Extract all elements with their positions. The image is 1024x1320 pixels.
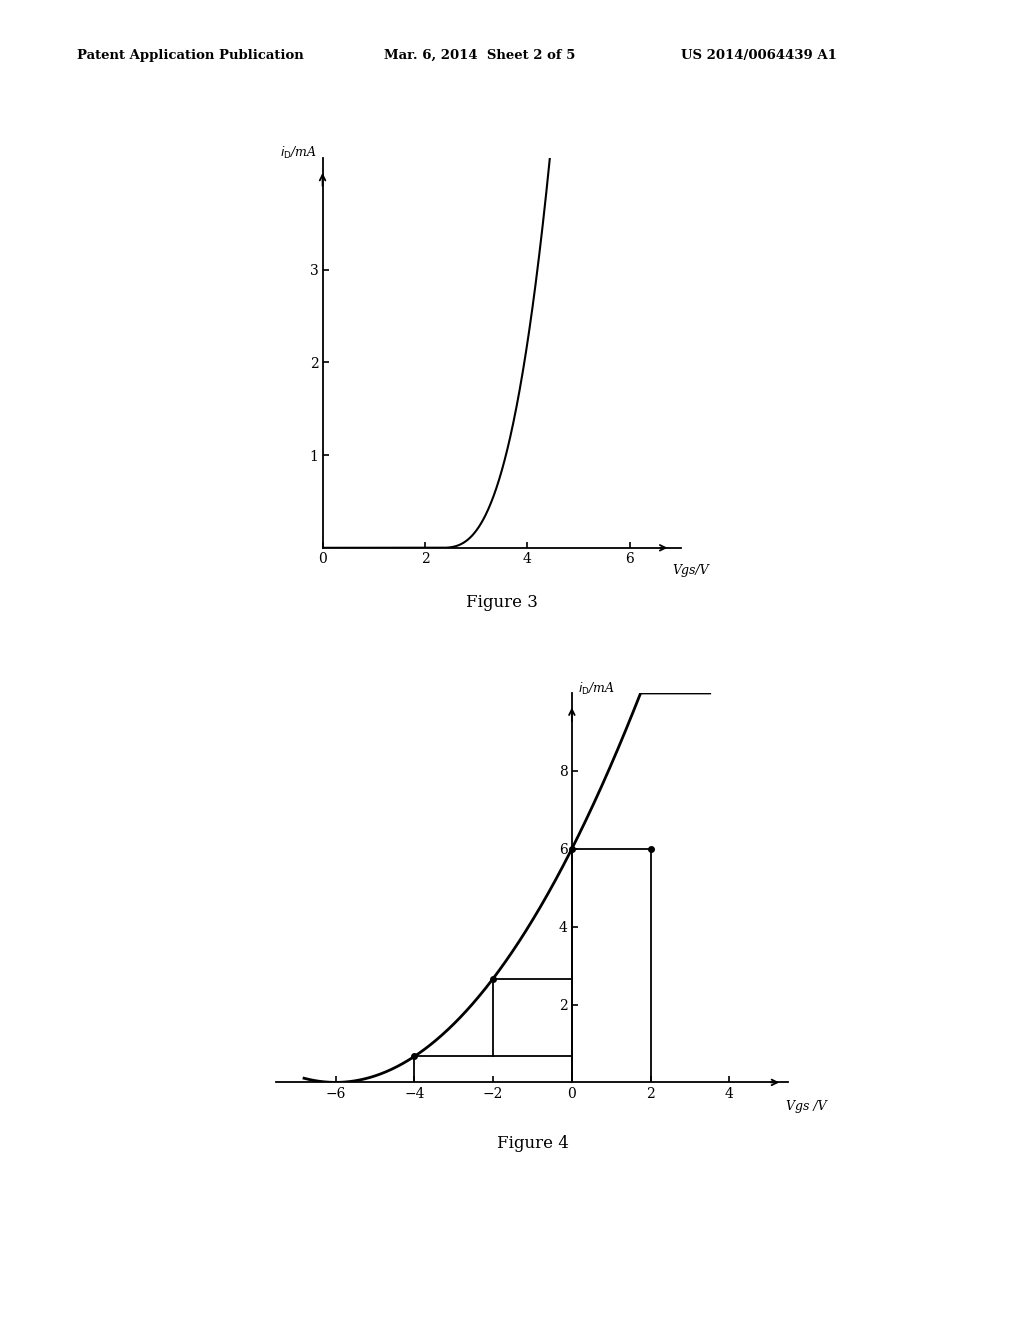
Text: Mar. 6, 2014  Sheet 2 of 5: Mar. 6, 2014 Sheet 2 of 5 <box>384 49 575 62</box>
Text: $i_{\mathrm{D}}$/mA: $i_{\mathrm{D}}$/mA <box>578 681 614 697</box>
Text: Figure 3: Figure 3 <box>466 594 538 611</box>
Text: $i_{\mathrm{D}}$/mA: $i_{\mathrm{D}}$/mA <box>281 145 317 161</box>
Text: Figure 4: Figure 4 <box>497 1135 568 1152</box>
Text: US 2014/0064439 A1: US 2014/0064439 A1 <box>681 49 837 62</box>
Text: Vgs /V: Vgs /V <box>786 1100 826 1113</box>
Text: Patent Application Publication: Patent Application Publication <box>77 49 303 62</box>
Text: Vgs/V: Vgs/V <box>673 565 710 577</box>
